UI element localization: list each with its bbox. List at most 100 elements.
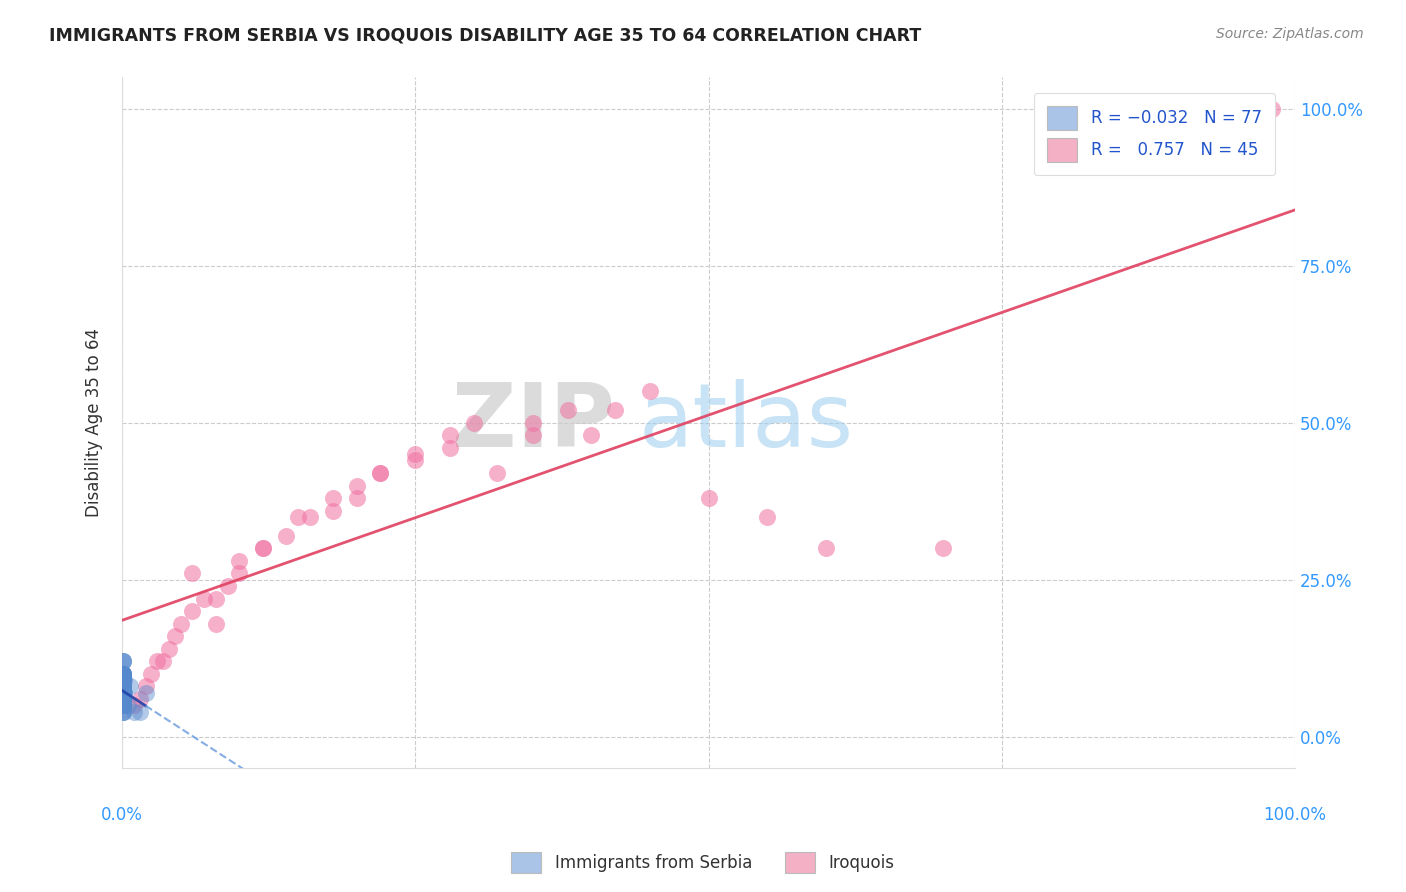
Legend: R = −0.032   N = 77, R =   0.757   N = 45: R = −0.032 N = 77, R = 0.757 N = 45 — [1033, 93, 1275, 175]
Point — [181, 604, 204, 618]
Point — [322, 503, 344, 517]
Point — [111, 686, 134, 700]
Point — [111, 686, 134, 700]
Point — [439, 428, 461, 442]
Point — [112, 680, 135, 694]
Point — [346, 478, 368, 492]
Point — [756, 509, 779, 524]
Text: IMMIGRANTS FROM SERBIA VS IROQUOIS DISABILITY AGE 35 TO 64 CORRELATION CHART: IMMIGRANTS FROM SERBIA VS IROQUOIS DISAB… — [49, 27, 921, 45]
Point — [111, 692, 134, 706]
Point — [368, 466, 391, 480]
Point — [252, 541, 274, 556]
Point — [486, 466, 509, 480]
Point — [112, 698, 135, 713]
Point — [141, 666, 163, 681]
Point — [152, 654, 174, 668]
Point — [368, 466, 391, 480]
Point — [112, 698, 135, 713]
Point — [112, 686, 135, 700]
Point — [111, 692, 134, 706]
Point — [111, 666, 134, 681]
Point — [111, 680, 134, 694]
Point — [287, 509, 309, 524]
Point — [112, 692, 135, 706]
Point — [112, 666, 135, 681]
Point — [111, 680, 134, 694]
Point — [697, 491, 720, 505]
Point — [111, 692, 134, 706]
Point — [112, 698, 135, 713]
Point — [112, 698, 135, 713]
Point — [112, 692, 135, 706]
Point — [404, 447, 426, 461]
Point — [112, 698, 135, 713]
Point — [111, 692, 134, 706]
Point — [111, 686, 134, 700]
Point — [111, 692, 134, 706]
Point — [276, 529, 298, 543]
Point — [193, 591, 215, 606]
Point — [112, 673, 135, 687]
Point — [122, 705, 145, 719]
Point — [157, 641, 180, 656]
Point — [112, 680, 135, 694]
Point — [122, 698, 145, 713]
Point — [111, 686, 134, 700]
Point — [111, 680, 134, 694]
Point — [463, 416, 485, 430]
Point — [112, 673, 135, 687]
Point — [228, 554, 250, 568]
Point — [112, 698, 135, 713]
Point — [252, 541, 274, 556]
Point — [111, 686, 134, 700]
Point — [522, 428, 544, 442]
Point — [298, 509, 321, 524]
Point — [112, 680, 135, 694]
Point — [557, 403, 579, 417]
Point — [112, 698, 135, 713]
Point — [346, 491, 368, 505]
Point — [111, 698, 134, 713]
Point — [111, 673, 134, 687]
Point — [112, 680, 135, 694]
Text: Source: ZipAtlas.com: Source: ZipAtlas.com — [1216, 27, 1364, 41]
Point — [111, 666, 134, 681]
Point — [112, 705, 135, 719]
Point — [163, 629, 186, 643]
Text: 100.0%: 100.0% — [1264, 805, 1326, 823]
Point — [134, 680, 156, 694]
Text: atlas: atlas — [638, 379, 853, 467]
Point — [120, 680, 142, 694]
Point — [117, 698, 139, 713]
Point — [112, 654, 135, 668]
Point — [112, 673, 135, 687]
Text: 0.0%: 0.0% — [101, 805, 143, 823]
Point — [112, 692, 135, 706]
Point — [112, 686, 135, 700]
Point — [112, 698, 135, 713]
Point — [112, 680, 135, 694]
Point — [112, 680, 135, 694]
Point — [112, 705, 135, 719]
Point — [128, 705, 150, 719]
Point — [128, 692, 150, 706]
Point — [404, 453, 426, 467]
Point — [112, 698, 135, 713]
Point — [111, 698, 134, 713]
Point — [111, 692, 134, 706]
Point — [322, 491, 344, 505]
Point — [111, 673, 134, 687]
Point — [112, 673, 135, 687]
Point — [111, 698, 134, 713]
Text: ZIP: ZIP — [451, 379, 614, 467]
Point — [112, 686, 135, 700]
Point — [112, 705, 135, 719]
Point — [205, 591, 228, 606]
Point — [581, 428, 603, 442]
Point — [112, 698, 135, 713]
Point — [217, 579, 239, 593]
Point — [134, 686, 156, 700]
Point — [111, 680, 134, 694]
Point — [112, 666, 135, 681]
Point — [112, 666, 135, 681]
